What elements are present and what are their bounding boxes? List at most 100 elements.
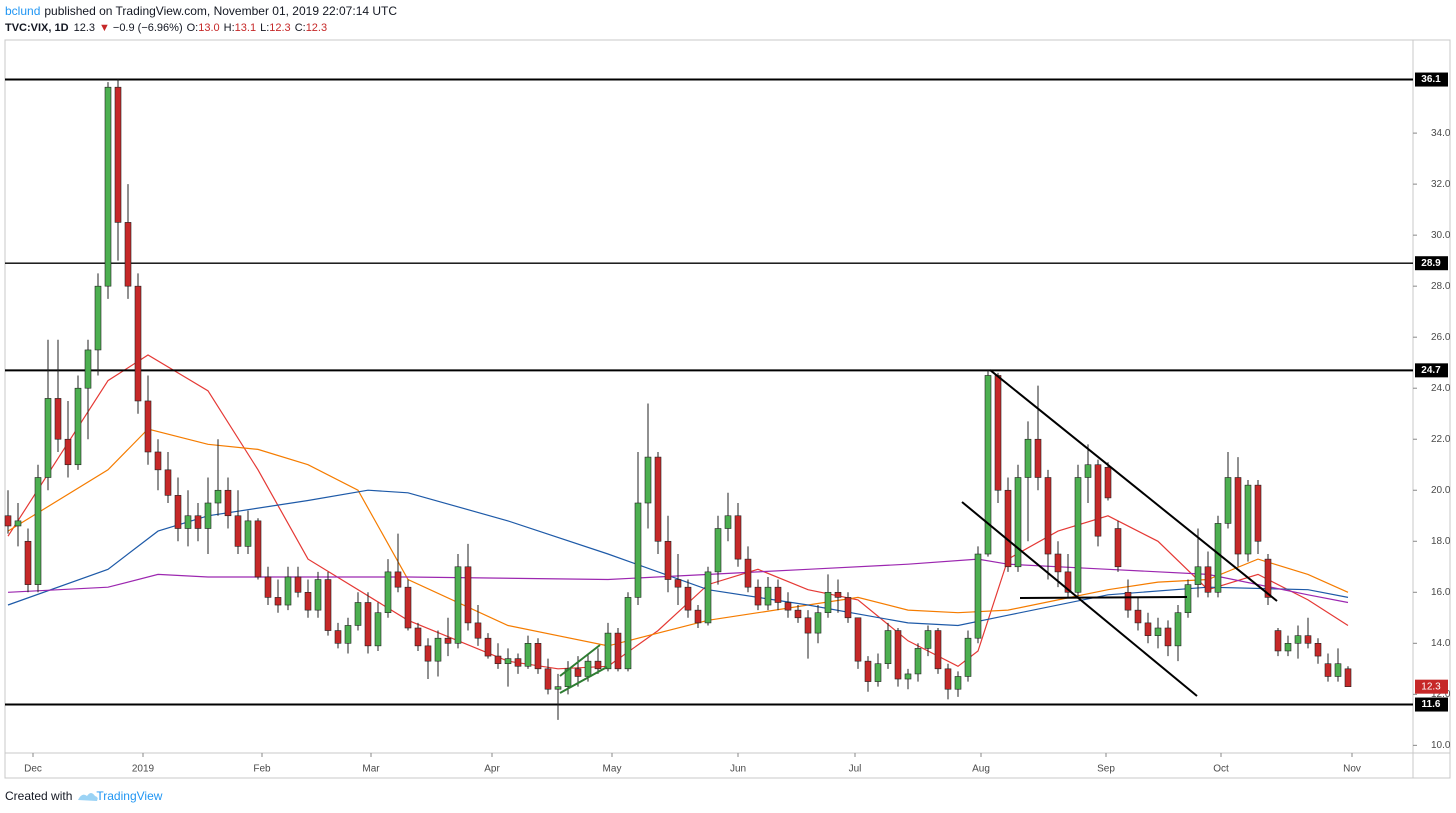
candle-body — [114, 86, 122, 223]
wedge-line — [559, 666, 608, 694]
candle-body — [274, 597, 282, 606]
candle-body — [1344, 668, 1352, 687]
candle-body — [234, 515, 242, 547]
candle-body — [684, 586, 692, 611]
candle-body — [934, 630, 942, 670]
trend-line — [989, 369, 1278, 602]
candle-body — [94, 285, 102, 351]
legend-line: TVC:VIX, 1D 12.3 ▼ −0.9 (−6.96%) O:13.0 H:13.… — [5, 22, 327, 34]
candle-body — [1054, 553, 1062, 573]
trend-line — [961, 501, 1198, 697]
ohlc-label: L: — [260, 22, 269, 34]
candle-body — [604, 632, 612, 670]
y-tick-label: 10.0 — [1431, 740, 1451, 751]
candle-body — [1074, 477, 1082, 593]
last-price: 12.3 — [74, 22, 95, 34]
candle-body — [134, 285, 142, 402]
candle-body — [994, 375, 1002, 491]
candle-body — [254, 520, 262, 578]
header-line: bclund published on TradingView.com, Nove… — [5, 4, 397, 18]
candle-body — [654, 456, 662, 542]
moving-average — [7, 354, 1349, 670]
candle-body — [644, 456, 652, 504]
candle-body — [334, 630, 342, 644]
candle-body — [1104, 466, 1112, 499]
candle-body — [104, 86, 112, 287]
ohlc-label: C: — [295, 22, 306, 34]
candle-body — [154, 451, 162, 471]
candle-body — [144, 400, 152, 453]
candle-body — [34, 477, 42, 585]
candle-body — [174, 495, 182, 529]
moving-average — [7, 558, 1349, 604]
candle-body — [214, 489, 222, 504]
y-tick-label: 34.0 — [1431, 128, 1451, 139]
candle-body — [1064, 571, 1072, 593]
candle-body — [1004, 489, 1012, 568]
candle-body — [944, 668, 952, 690]
footer: Created with TradingView — [5, 789, 163, 803]
candle-body — [804, 617, 812, 634]
candle-body — [74, 387, 82, 466]
x-tick-label: Apr — [484, 764, 500, 775]
x-tick-label: Feb — [253, 764, 271, 775]
candle-body — [434, 637, 442, 662]
y-tick-label: 28.0 — [1431, 281, 1451, 292]
candle-body — [774, 586, 782, 603]
candle-body — [354, 602, 362, 626]
candle-body — [754, 586, 762, 606]
candle-body — [914, 648, 922, 675]
candle-body — [854, 617, 862, 662]
candle-body — [734, 515, 742, 560]
ohlc-value: 13.0 — [198, 22, 219, 34]
x-tick-label: Jun — [730, 764, 746, 775]
candle-body — [284, 576, 292, 606]
trend-line — [1019, 596, 1188, 599]
candle-body — [64, 438, 72, 466]
candle-body — [1314, 643, 1322, 657]
candle-body — [294, 576, 302, 593]
candle-body — [764, 586, 772, 606]
candle-body — [844, 597, 852, 619]
candle-body — [1144, 622, 1152, 636]
candle-body — [1264, 558, 1272, 598]
candle-body — [24, 540, 32, 585]
candle-body — [1234, 477, 1242, 555]
candle-body — [524, 643, 532, 667]
x-tick-label: 2019 — [132, 764, 155, 775]
frame — [4, 39, 1451, 779]
y-tick-label: 12.0 — [1431, 689, 1451, 700]
candle-body — [1034, 438, 1042, 478]
candle-body — [1154, 627, 1162, 636]
candle-body — [1134, 609, 1142, 624]
published: published on TradingView.com, November 0… — [44, 4, 397, 18]
candle-body — [864, 660, 872, 682]
candle-body — [894, 630, 902, 680]
candle-body — [1334, 663, 1342, 677]
x-tick-label: Dec — [24, 764, 42, 775]
y-tick-label: 22.0 — [1431, 434, 1451, 445]
y-tick-label: 24.0 — [1431, 383, 1451, 394]
last-price-tag — [1415, 679, 1448, 694]
candle-body — [714, 528, 722, 573]
candle-body — [594, 660, 602, 670]
candle-body — [614, 632, 622, 670]
author: bclund — [5, 4, 40, 18]
candle-body — [574, 668, 582, 677]
candle-body — [264, 576, 272, 598]
candle-body — [634, 502, 642, 598]
moving-average — [7, 428, 1349, 647]
footer-brand[interactable]: TradingView — [96, 789, 162, 803]
candle-body — [164, 469, 172, 496]
y-tick-label: 32.0 — [1431, 179, 1451, 190]
candle-body — [454, 566, 462, 644]
candle-body — [1024, 438, 1032, 478]
candle-body — [364, 602, 372, 647]
candle-body — [724, 515, 732, 529]
candle-body — [624, 597, 632, 670]
candle-body — [1274, 630, 1282, 652]
candle-body — [374, 612, 382, 647]
candle-body — [874, 663, 882, 682]
candle-body — [1244, 484, 1252, 555]
